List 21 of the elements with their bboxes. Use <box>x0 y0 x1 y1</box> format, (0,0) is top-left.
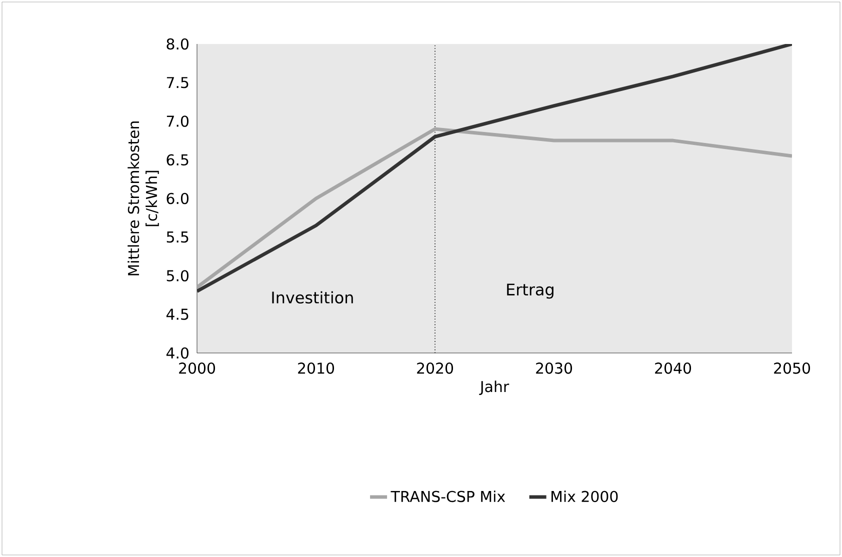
annotation: Investition <box>272 291 353 304</box>
y-tick-label: 6.5 <box>166 154 188 166</box>
y-tick-label: 6.0 <box>166 192 188 204</box>
legend-label: TRANS-CSP Mix <box>390 490 506 502</box>
x-tick-label: 2050 <box>774 362 810 374</box>
y-axis-title: Mittlere Stromkosten [c/kWh] <box>128 121 159 276</box>
legend-label: Mix 2000 <box>552 490 618 502</box>
y-tick-label: 7.5 <box>166 77 188 88</box>
y-tick-label: 7.0 <box>166 116 188 127</box>
x-tick-label: 2010 <box>298 362 334 374</box>
y-tick-label: 5.0 <box>166 270 188 282</box>
y-tick-label: 4.0 <box>166 347 188 359</box>
x-tick-label: 2020 <box>417 362 454 374</box>
x-tick-label: 2000 <box>179 362 216 374</box>
annotation: Ertrag <box>507 284 554 299</box>
x-tick-label: 2030 <box>536 362 572 374</box>
y-tick-label: 4.5 <box>166 308 188 320</box>
x-tick-label: 2040 <box>655 362 692 374</box>
y-tick-label: 8.0 <box>166 38 188 50</box>
y-tick-label: 5.5 <box>166 232 188 243</box>
x-axis-title: Jahr <box>479 380 510 395</box>
